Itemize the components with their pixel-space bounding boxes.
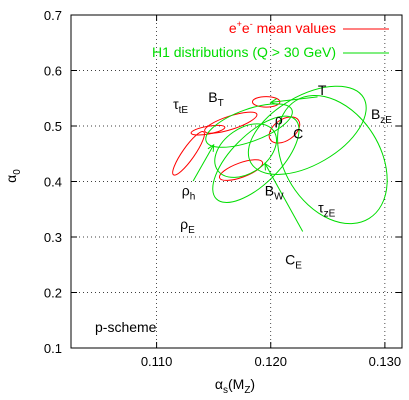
distribution-ellipse — [247, 85, 367, 175]
arrow-head — [264, 162, 272, 171]
y-tick-label: 0.6 — [44, 64, 62, 79]
arrow-shaft — [270, 96, 318, 103]
arrow-shaft — [264, 163, 304, 232]
curve-label-rhoE: ρE — [180, 216, 195, 236]
arrow-head — [207, 143, 215, 152]
mean-value-ellipse — [172, 131, 205, 176]
curve-label-T: T — [318, 82, 327, 98]
x-axis-label: αs(MZ) — [215, 376, 255, 396]
y-tick-label: 0.3 — [44, 230, 62, 245]
curve-label-tautE: τtE — [173, 96, 188, 116]
arrow-head — [269, 98, 278, 106]
x-axis-label-sub1: s — [223, 385, 228, 396]
x-tick-label: 0.120 — [254, 354, 287, 369]
y-tick-label: 0.2 — [44, 286, 62, 301]
legend-label-green: H1 distributions (Q > 30 GeV) — [152, 44, 336, 60]
distribution-ellipse — [212, 115, 300, 203]
curve-label-BzE: BzE — [371, 106, 392, 126]
x-axis-label-mid: (M — [228, 376, 244, 392]
legend-red-suffix: mean values — [253, 20, 336, 36]
curve-label-CE: CE — [285, 251, 302, 271]
curve-label-BT: BT — [208, 89, 223, 109]
scheme-annotation: p-scheme — [95, 319, 157, 335]
curve-label-tauzE: τzE — [318, 199, 336, 219]
mean-value-ellipse — [268, 116, 301, 144]
x-tick-label: 0.130 — [369, 354, 402, 369]
x-axis-label-base: α — [215, 376, 223, 392]
y-tick-label: 0.1 — [44, 341, 62, 356]
y-axis-label-sub: 0 — [12, 169, 23, 175]
y-tick-label: 0.7 — [44, 8, 62, 23]
distribution-ellipse — [277, 94, 388, 225]
x-tick-label: 0.110 — [141, 354, 173, 369]
x-axis-label-sub2: Z — [244, 385, 250, 396]
legend-red-sup1: + — [237, 19, 242, 29]
mean-value-ellipse — [190, 124, 226, 136]
arrow-shaft — [192, 144, 215, 182]
legend-red-sup2: - — [250, 19, 253, 29]
y-axis-label-base: α — [3, 175, 19, 183]
legend-label-red: e+e- mean values — [229, 19, 336, 36]
y-tick-label: 0.4 — [44, 175, 62, 190]
grid-lines — [71, 15, 402, 348]
y-tick-label: 0.5 — [44, 119, 62, 134]
curve-label-rhoh: ρh — [182, 182, 196, 202]
mean-value-ellipse — [251, 96, 281, 108]
plot-frame — [70, 14, 403, 349]
curve-label-rho: ρ — [275, 112, 283, 128]
curve-label-C: C — [293, 125, 303, 141]
legend-red-prefix: e — [229, 20, 237, 36]
distribution-ellipse — [205, 103, 293, 148]
y-axis-label: α0 — [3, 169, 23, 183]
curve-label-BW: BW — [265, 183, 284, 203]
legend: e+e- mean values H1 distributions (Q > 3… — [152, 19, 389, 60]
legend-red-mid: e — [242, 20, 250, 36]
mean-value-ellipse — [218, 159, 264, 181]
x-axis-label-end: ) — [250, 376, 255, 392]
